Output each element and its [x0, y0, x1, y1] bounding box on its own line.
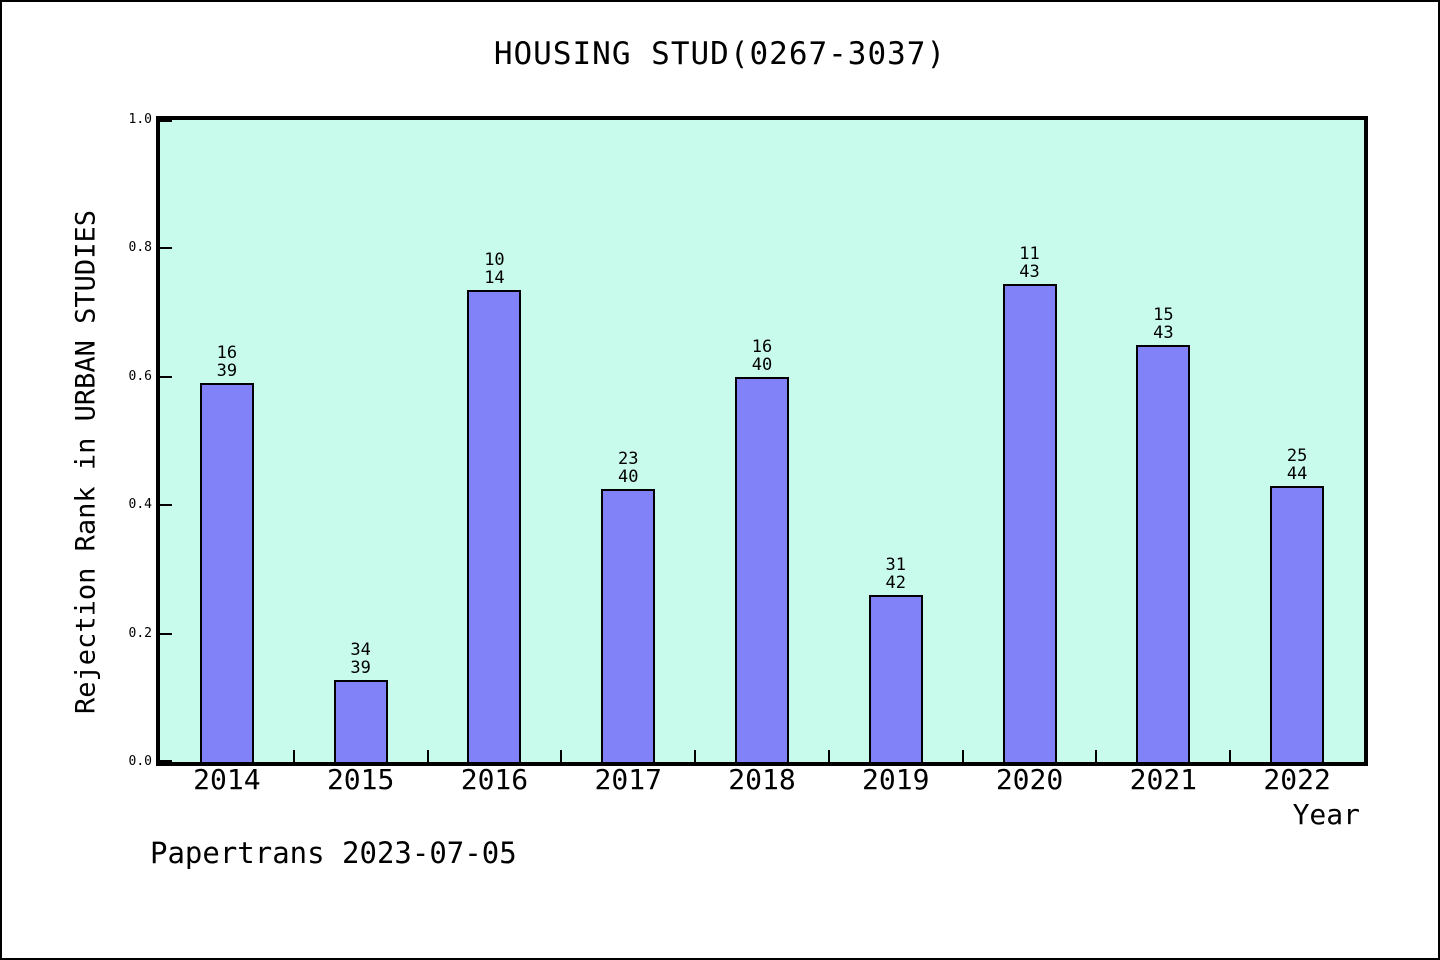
- bar-value-lower: 43: [1019, 262, 1040, 282]
- bar-2016: [467, 290, 522, 762]
- chart-title: HOUSING STUD(0267-3037): [493, 36, 947, 72]
- bar-value-upper: 10: [484, 250, 505, 270]
- bar-value-upper: 16: [751, 337, 773, 357]
- footer-watermark: Papertrans 2023-07-05: [150, 836, 517, 870]
- x-axis-category-label: 2017: [594, 763, 662, 796]
- bar-value-label: 25 44: [1287, 447, 1307, 483]
- bar-value-upper: 25: [1286, 446, 1308, 466]
- bar-value-lower: 39: [350, 658, 371, 678]
- bar-value-label: 31 42: [886, 556, 906, 592]
- bar-2018: [735, 377, 789, 762]
- bar-value-label: 16 39: [217, 344, 237, 380]
- x-axis-category-label: 2022: [1263, 763, 1331, 796]
- x-axis-minor-tick: [961, 750, 964, 762]
- y-axis-tick-label: 0.2: [128, 625, 152, 641]
- y-axis-tick: [160, 375, 172, 378]
- bar-value-label: 11 43: [1019, 245, 1039, 281]
- x-axis-minor-tick: [827, 750, 830, 762]
- bar-value-label: 16 40: [752, 338, 772, 374]
- bar-2019: [868, 595, 923, 762]
- y-axis-tick-label: 0.0: [128, 754, 152, 769]
- bar-2020: [1002, 284, 1057, 762]
- bar-value-lower: 40: [617, 467, 639, 487]
- bar-value-lower: 42: [885, 573, 907, 593]
- y-axis-tick: [160, 504, 172, 507]
- x-axis-category-label: 2018: [728, 763, 796, 796]
- bar-value-upper: 23: [617, 449, 639, 469]
- x-axis-minor-tick: [1095, 750, 1098, 762]
- x-axis-category-label: 2021: [1129, 763, 1198, 796]
- bar-2015: [333, 680, 388, 762]
- bar-value-upper: 15: [1153, 305, 1174, 325]
- bar-value-label: 15 43: [1153, 306, 1173, 342]
- x-axis-label: Year: [1292, 798, 1360, 831]
- y-axis-tick: [160, 120, 172, 122]
- x-axis-minor-tick: [694, 750, 697, 762]
- y-axis-tick-label: 0.4: [128, 497, 152, 513]
- bar-2022: [1270, 486, 1325, 762]
- bar-value-upper: 31: [885, 555, 907, 575]
- y-axis-tick: [160, 632, 172, 635]
- bar-value-label: 34 39: [350, 641, 370, 677]
- x-axis-category-label: 2016: [460, 763, 529, 796]
- x-axis-minor-tick: [426, 750, 429, 762]
- bar-value-upper: 11: [1019, 244, 1040, 264]
- bar-value-lower: 14: [484, 268, 505, 288]
- plot-area: 16 39 34 39 10 14 23 40 16 40 31 42 11 43 15 43 25 44: [156, 116, 1368, 766]
- bar-value-label: 10 14: [484, 251, 504, 287]
- bar-value-lower: 44: [1286, 464, 1308, 484]
- y-axis-tick-label: 1.0: [128, 112, 152, 127]
- x-axis-category-label: 2015: [326, 763, 395, 796]
- x-axis-minor-tick: [560, 750, 563, 762]
- x-axis-minor-tick: [1229, 750, 1232, 762]
- bar-value-label: 23 40: [618, 450, 638, 486]
- bar-2017: [601, 489, 656, 762]
- bar-value-lower: 40: [751, 355, 773, 375]
- y-axis-tick: [160, 760, 172, 762]
- x-axis-category-label: 2014: [193, 763, 261, 796]
- bar-2014: [199, 383, 254, 762]
- y-axis-tick-label: 0.8: [128, 240, 152, 256]
- x-axis-category-label: 2020: [995, 763, 1064, 796]
- bar-value-lower: 43: [1153, 323, 1174, 343]
- bar-value-lower: 39: [216, 361, 238, 381]
- y-axis-tick-label: 0.6: [128, 368, 152, 384]
- x-axis-category-label: 2019: [862, 763, 930, 796]
- x-axis-minor-tick: [292, 750, 295, 762]
- y-axis-tick: [160, 247, 172, 250]
- bar-value-upper: 16: [216, 343, 238, 363]
- bar-value-upper: 34: [350, 640, 371, 660]
- bar-2021: [1136, 345, 1191, 762]
